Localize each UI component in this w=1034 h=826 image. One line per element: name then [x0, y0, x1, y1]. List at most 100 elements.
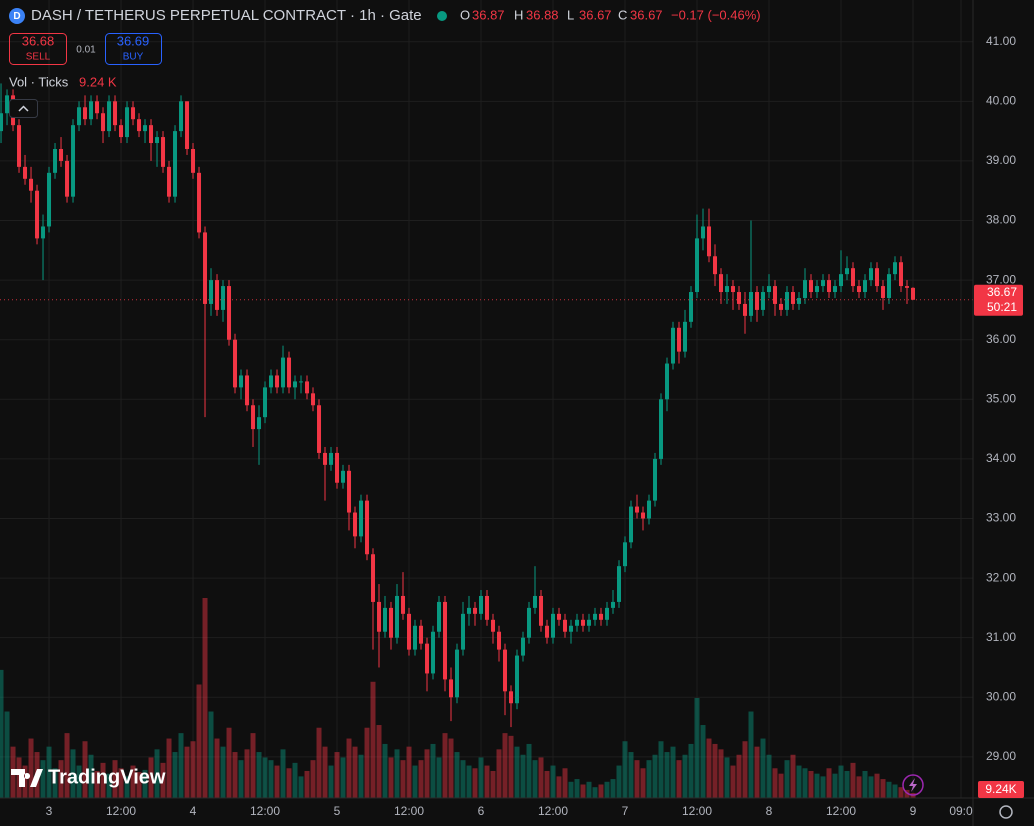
volume-bar: [214, 738, 220, 798]
volume-bar: [484, 765, 490, 798]
volume-bar: [4, 711, 10, 798]
volume-bar: [340, 757, 346, 798]
y-tick-label: 39.00: [986, 153, 1016, 167]
settings-icon[interactable]: [999, 805, 1013, 819]
volume-bar: [280, 749, 286, 798]
candle-body: [47, 172, 52, 227]
volume-bar: [202, 598, 208, 798]
volume-bar: [22, 765, 28, 798]
volume-bar: [298, 776, 304, 798]
volume-bar: [640, 768, 646, 798]
volume-bar: [274, 765, 280, 798]
volume-bar: [82, 741, 88, 798]
volume-bar: [664, 752, 670, 798]
candle-body: [791, 292, 796, 304]
candle-body: [575, 619, 580, 626]
volume-bar: [256, 752, 262, 798]
collapse-button[interactable]: [9, 99, 38, 118]
x-tick-label: 12:00: [250, 804, 280, 818]
market-status[interactable]: [437, 11, 447, 21]
volume-bar: [322, 746, 328, 798]
x-tick-label: 12:00: [394, 804, 424, 818]
volume-bar: [154, 749, 160, 798]
volume-bar: [652, 754, 658, 798]
volume-bar: [94, 770, 100, 798]
volume-bar: [646, 760, 652, 798]
candle-body: [713, 256, 718, 275]
candle-body: [491, 619, 496, 632]
volume-bar: [472, 768, 478, 798]
candle-body: [875, 268, 880, 287]
volume-bar: [310, 760, 316, 798]
y-tick-label: 30.00: [986, 689, 1016, 703]
alert-glyph: [909, 778, 917, 792]
alert-icon[interactable]: [902, 774, 924, 796]
candle-body: [437, 601, 442, 632]
candle-body: [263, 387, 268, 418]
volume-bar: [358, 754, 364, 798]
candle-body: [467, 607, 472, 614]
volume-bar: [838, 765, 844, 798]
candle-body: [641, 512, 646, 519]
candle-body: [275, 375, 280, 388]
candle-body: [587, 619, 592, 626]
volume-bar: [376, 725, 382, 798]
volume-bar: [370, 681, 376, 798]
volume-bar: [520, 754, 526, 798]
candle-body: [155, 137, 160, 144]
volume-bar: [118, 768, 124, 798]
candle-body: [497, 631, 502, 650]
candle-body: [233, 339, 238, 388]
volume-bar: [604, 781, 610, 798]
candle-body: [755, 292, 760, 310]
volume-bar: [262, 757, 268, 798]
candle-body: [167, 166, 172, 197]
volume-bar: [526, 743, 532, 798]
candle-body: [557, 613, 562, 620]
candle-body: [305, 381, 310, 394]
candle-body: [59, 148, 64, 161]
candle-body: [797, 297, 802, 304]
volume-bar: [466, 765, 472, 798]
volume-bar: [406, 746, 412, 798]
volume-bar: [178, 733, 184, 798]
candle-body: [599, 613, 604, 620]
candle-body: [299, 381, 304, 383]
volume-bar: [382, 743, 388, 798]
volume-bar: [250, 733, 256, 798]
candle-body: [887, 274, 892, 298]
volume-bar: [754, 746, 760, 798]
change: −0.17 (−0.46%): [671, 7, 761, 22]
candle-body: [671, 327, 676, 364]
volume-bar: [730, 765, 736, 798]
candle-body: [527, 607, 532, 638]
volume-bar: [802, 768, 808, 798]
y-tick-label: 32.00: [986, 570, 1016, 584]
candle-body: [569, 625, 574, 632]
buy-button[interactable]: [105, 33, 162, 65]
sell-button[interactable]: [9, 33, 67, 65]
volume-bar: [124, 776, 130, 798]
candle-body: [425, 643, 430, 674]
volume-bar: [892, 784, 898, 798]
candle-body: [251, 405, 256, 430]
volume-bar: [100, 762, 106, 798]
volume-bar: [130, 765, 136, 798]
candle-body: [695, 238, 700, 293]
volume-bar: [400, 760, 406, 798]
candle-body: [281, 357, 286, 388]
candle-body: [341, 470, 346, 483]
volume-bar: [394, 749, 400, 798]
candle-body: [551, 613, 556, 638]
volume-bar: [76, 765, 82, 798]
candle-body: [449, 679, 454, 698]
volume-bar: [52, 768, 58, 798]
candle-body: [41, 226, 46, 239]
candle-body: [23, 166, 28, 179]
volume-bar: [334, 752, 340, 798]
volume-bar: [430, 743, 436, 798]
candle-body: [815, 286, 820, 293]
grid: [0, 0, 973, 798]
volume-bar: [748, 711, 754, 798]
